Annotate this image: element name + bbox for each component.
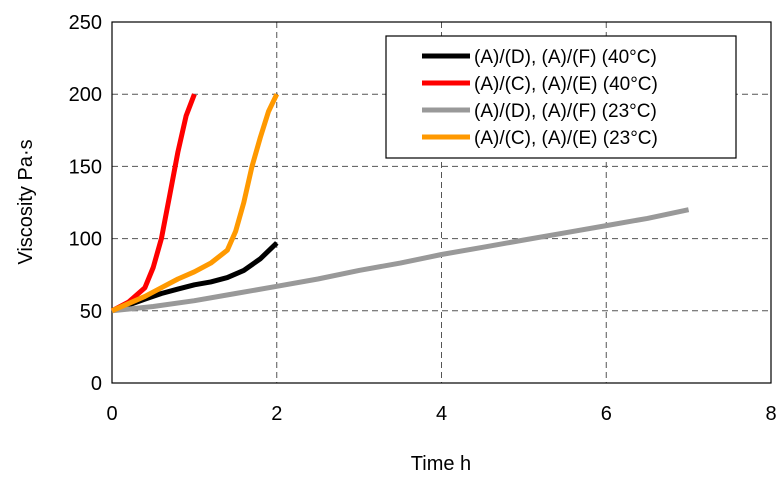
x-axis-label: Time h [411, 453, 471, 475]
y-tick-label: 250 [69, 12, 102, 34]
series-line-3 [111, 93, 280, 314]
y-tick-label: 150 [69, 156, 102, 178]
legend-label-3: (A)/(C), (A)/(E) (23°C) [474, 128, 658, 149]
x-tick-label: 2 [271, 403, 282, 425]
y-tick-label: 200 [69, 84, 102, 106]
legend: (A)/(D), (A)/(F) (40°C) (A)/(C), (A)/(E) … [385, 35, 737, 159]
x-tick-label: 0 [106, 403, 117, 425]
tick-labels: 0 50 100 150 200 250 0 2 4 6 8 [69, 12, 777, 425]
legend-label-0: (A)/(D), (A)/(F) (40°C) [474, 47, 657, 68]
x-tick-label: 4 [436, 403, 447, 425]
plot-area-frame [111, 21, 772, 384]
x-tick-label: 8 [765, 403, 776, 425]
series-line-1 [110, 93, 197, 314]
legend-label-1: (A)/(C), (A)/(E) (40°C) [474, 74, 658, 95]
data-series [110, 93, 690, 314]
x-tick-label: 6 [601, 403, 612, 425]
series-line-2 [111, 207, 690, 314]
y-tick-label: 100 [69, 229, 102, 251]
y-tick-label: 0 [91, 373, 102, 395]
y-axis-label: Viscosity Pa·s [15, 139, 37, 264]
legend-label-2: (A)/(D), (A)/(F) (23°C) [474, 101, 657, 122]
y-tick-label: 50 [80, 301, 102, 323]
